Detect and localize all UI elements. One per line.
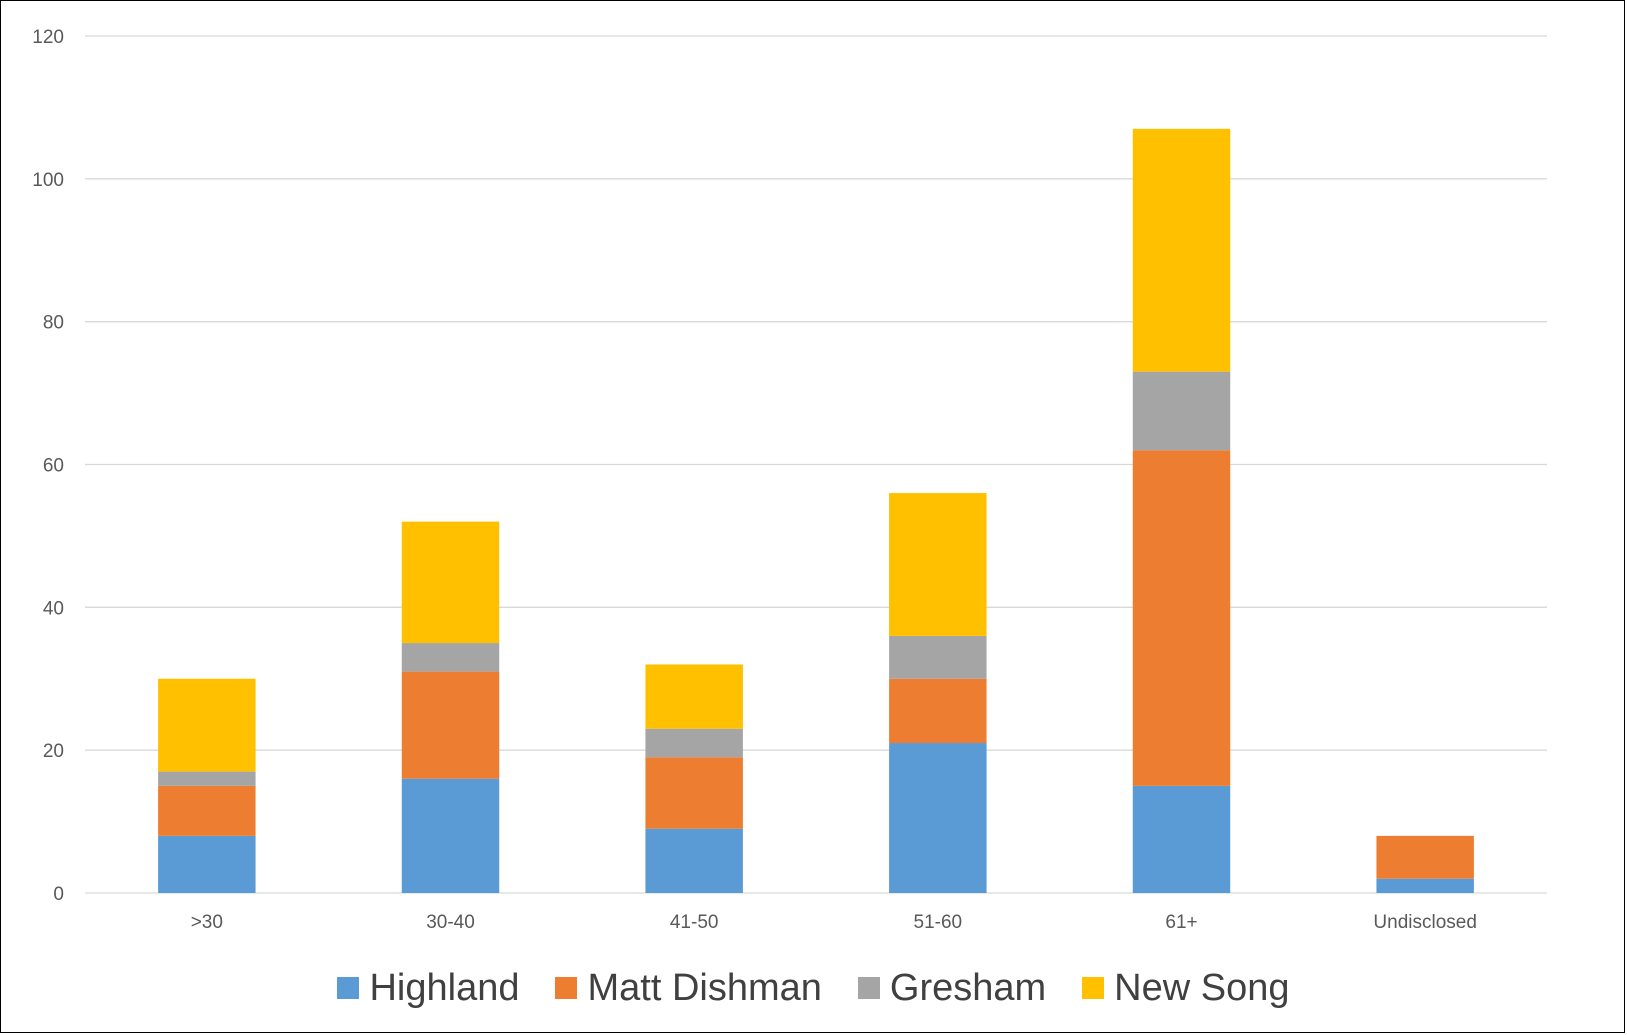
bar-gresham-2 xyxy=(645,728,743,758)
bar-matt-dishman-0 xyxy=(158,785,256,836)
legend-swatch xyxy=(337,977,360,999)
x-tick-label: 51-60 xyxy=(914,912,963,933)
y-tick-label: 40 xyxy=(43,598,64,619)
y-tick-label: 80 xyxy=(43,313,64,334)
bar-matt-dishman-3 xyxy=(889,678,987,744)
bar-new-song-4 xyxy=(1132,128,1231,372)
legend: Highland Matt Dishman Gresham New Song xyxy=(0,958,1627,1018)
y-tick-label: 120 xyxy=(32,27,64,48)
bar-matt-dishman-1 xyxy=(401,671,500,779)
x-tick-label: 30-40 xyxy=(426,912,475,933)
bar-new-song-1 xyxy=(401,521,500,644)
gridlines xyxy=(85,35,1547,894)
legend-item-new-song: New Song xyxy=(1082,966,1290,1010)
bar-highland-2 xyxy=(645,828,743,893)
x-tick-label: 41-50 xyxy=(670,912,719,933)
legend-swatch xyxy=(555,977,578,999)
x-tick-label: >30 xyxy=(191,912,223,933)
bar-gresham-3 xyxy=(889,635,987,679)
bar-matt-dishman-2 xyxy=(645,757,743,829)
bar-new-song-3 xyxy=(889,493,987,636)
legend-item-highland: Highland xyxy=(337,967,519,1010)
bar-gresham-4 xyxy=(1132,371,1231,451)
legend-swatch xyxy=(857,977,880,999)
bar-gresham-1 xyxy=(401,643,500,672)
x-axis-ticks: >30 30-40 41-50 51-60 61+ Undisclosed xyxy=(191,912,1477,933)
bar-highland-0 xyxy=(158,835,256,893)
bar-highland-1 xyxy=(401,778,500,893)
legend-label: Matt Dishman xyxy=(587,966,822,1009)
y-axis-ticks: 0 20 40 60 80 100 120 xyxy=(32,27,64,905)
x-tick-label: 61+ xyxy=(1165,912,1197,933)
legend-item-matt-dishman: Matt Dishman xyxy=(555,966,822,1010)
legend-label: New Song xyxy=(1114,966,1290,1009)
bar-new-song-0 xyxy=(158,678,256,772)
x-tick-label: Undisclosed xyxy=(1373,912,1477,933)
legend-item-gresham: Gresham xyxy=(857,966,1047,1010)
y-tick-label: 0 xyxy=(53,884,64,905)
bar-matt-dishman-4 xyxy=(1132,450,1231,786)
bar-gresham-0 xyxy=(158,771,256,786)
bar-new-song-2 xyxy=(645,664,743,729)
legend-swatch xyxy=(1082,977,1105,999)
bar-highland-5 xyxy=(1376,878,1474,893)
bar-highland-4 xyxy=(1132,785,1231,893)
legend-label: Highland xyxy=(369,966,520,1009)
bar-highland-3 xyxy=(889,743,987,893)
y-tick-label: 20 xyxy=(43,741,64,762)
bars xyxy=(158,128,1474,893)
y-tick-label: 100 xyxy=(32,170,64,191)
bar-matt-dishman-5 xyxy=(1376,835,1474,879)
legend-label: Gresham xyxy=(889,966,1047,1009)
y-tick-label: 60 xyxy=(43,456,64,477)
